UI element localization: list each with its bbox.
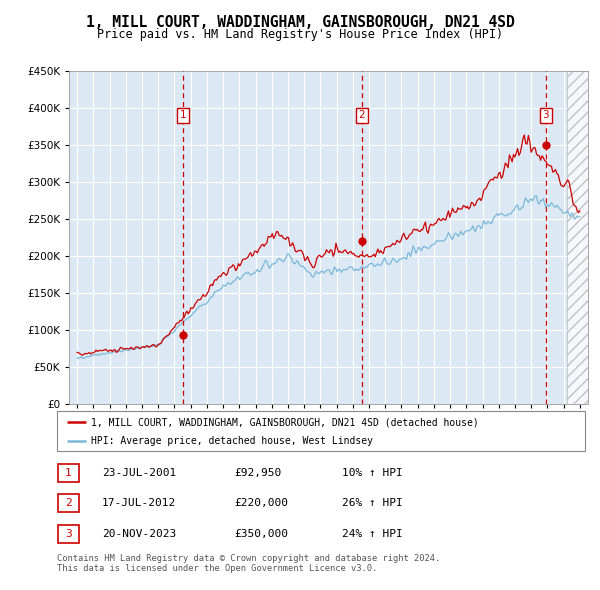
FancyBboxPatch shape xyxy=(58,525,79,543)
Text: £92,950: £92,950 xyxy=(234,468,281,477)
Text: 1: 1 xyxy=(65,468,72,477)
Text: 23-JUL-2001: 23-JUL-2001 xyxy=(102,468,176,477)
FancyBboxPatch shape xyxy=(57,411,585,451)
FancyBboxPatch shape xyxy=(58,464,79,481)
Text: 2: 2 xyxy=(65,499,72,508)
Text: HPI: Average price, detached house, West Lindsey: HPI: Average price, detached house, West… xyxy=(91,437,373,446)
Text: 1, MILL COURT, WADDINGHAM, GAINSBOROUGH, DN21 4SD: 1, MILL COURT, WADDINGHAM, GAINSBOROUGH,… xyxy=(86,15,514,30)
Text: 3: 3 xyxy=(542,110,549,120)
Text: £220,000: £220,000 xyxy=(234,499,288,508)
Text: 24% ↑ HPI: 24% ↑ HPI xyxy=(342,529,403,539)
Text: 26% ↑ HPI: 26% ↑ HPI xyxy=(342,499,403,508)
Text: 1: 1 xyxy=(180,110,187,120)
Text: £350,000: £350,000 xyxy=(234,529,288,539)
FancyBboxPatch shape xyxy=(58,494,79,512)
Text: 2: 2 xyxy=(358,110,365,120)
Text: 10% ↑ HPI: 10% ↑ HPI xyxy=(342,468,403,477)
Text: Price paid vs. HM Land Registry's House Price Index (HPI): Price paid vs. HM Land Registry's House … xyxy=(97,28,503,41)
Text: 3: 3 xyxy=(65,529,72,539)
Text: Contains HM Land Registry data © Crown copyright and database right 2024.
This d: Contains HM Land Registry data © Crown c… xyxy=(57,554,440,573)
Text: 1, MILL COURT, WADDINGHAM, GAINSBOROUGH, DN21 4SD (detached house): 1, MILL COURT, WADDINGHAM, GAINSBOROUGH,… xyxy=(91,417,479,427)
Text: 17-JUL-2012: 17-JUL-2012 xyxy=(102,499,176,508)
Text: 20-NOV-2023: 20-NOV-2023 xyxy=(102,529,176,539)
